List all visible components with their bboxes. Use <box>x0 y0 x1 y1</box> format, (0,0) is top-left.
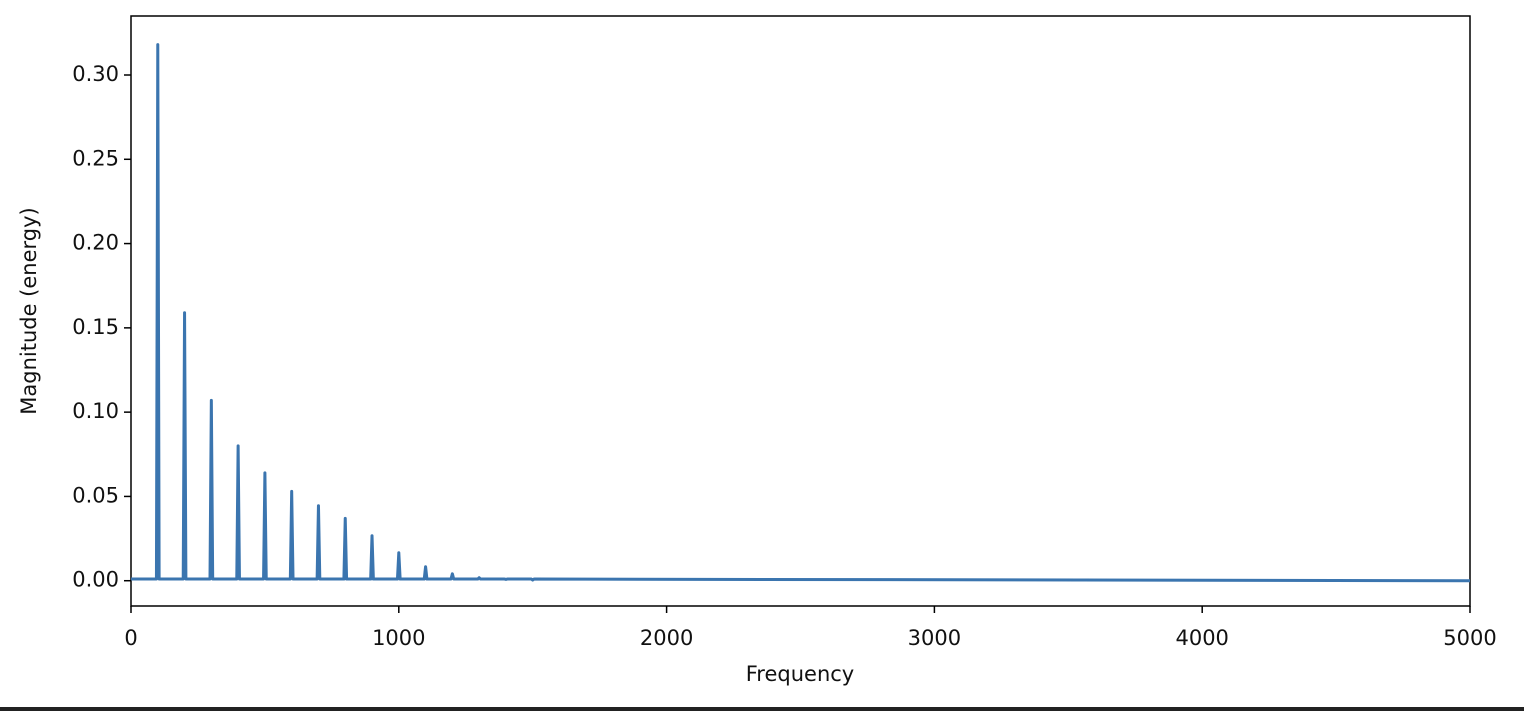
y-tick-label: 0.30 <box>72 62 119 86</box>
x-axis-label: Frequency <box>746 662 855 686</box>
plot-frame <box>130 15 1471 607</box>
y-tick-label: 0.10 <box>72 399 119 423</box>
y-axis-label: Magnitude (energy) <box>17 207 41 415</box>
y-tick-label: 0.05 <box>72 483 119 507</box>
y-tick-label: 0.15 <box>72 315 119 339</box>
y-tick-label: 0.25 <box>72 146 119 170</box>
x-tick-label: 2000 <box>640 626 693 650</box>
y-tick-label: 0.00 <box>72 568 119 592</box>
x-tick-label: 3000 <box>908 626 961 650</box>
y-tick-label: 0.20 <box>72 231 119 255</box>
x-tick-label: 4000 <box>1175 626 1228 650</box>
x-tick-label: 0 <box>124 626 137 650</box>
spectrum-line <box>131 43 1471 583</box>
x-tick-label: 1000 <box>372 626 425 650</box>
x-tick-label: 5000 <box>1443 626 1496 650</box>
